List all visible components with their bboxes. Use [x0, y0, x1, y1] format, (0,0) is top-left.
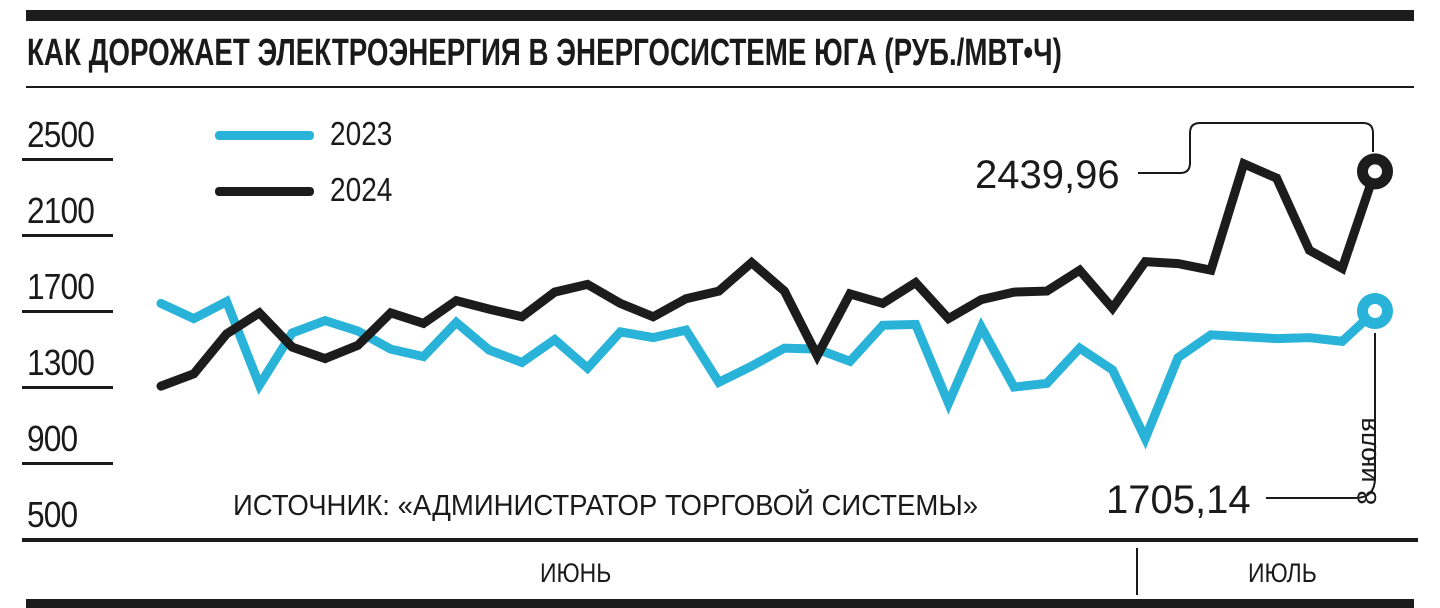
legend-label-2024: 2024: [330, 171, 393, 208]
bottom-rule-bar: [26, 599, 1414, 608]
source-credit: ИСТОЧНИК: «АДМИНИСТРАТОР ТОРГОВОЙ СИСТЕМ…: [233, 490, 979, 522]
y-tick-label: 900: [27, 418, 78, 459]
x-axis-baseline: [22, 538, 1418, 542]
legend-swatch-2024: [215, 187, 314, 196]
x-axis-label-june: ИЮНЬ: [540, 558, 612, 588]
annotation-value-2024: 2439,96: [975, 153, 1120, 197]
legend-swatch-2023: [215, 131, 314, 140]
y-tick-line: [22, 310, 113, 313]
annotation-value-2023: 1705,14: [1106, 478, 1251, 522]
y-tick-label: 1700: [27, 266, 95, 307]
endpoint-marker-2024: [1357, 153, 1393, 190]
y-tick-line: [22, 158, 113, 161]
legend-label-2023: 2023: [330, 115, 393, 152]
callout-line-2024: [1138, 122, 1374, 174]
annotation-date-label: 8 июля: [1352, 417, 1382, 505]
title-underline: [26, 86, 1414, 88]
series-line-2024: [156, 157, 1380, 391]
y-tick-line: [22, 386, 113, 389]
top-rule-bar: [26, 10, 1414, 21]
callout-line-2023: [1266, 333, 1376, 499]
y-tick-label: 500: [27, 494, 78, 535]
x-axis-label-july: ИЮЛЬ: [1248, 558, 1317, 588]
y-tick-label: 1300: [27, 342, 95, 383]
y-tick-line: [22, 234, 113, 237]
endpoint-marker-2023: [1357, 293, 1393, 329]
chart-title: КАК ДОРОЖАЕТ ЭЛЕКТРОЭНЕРГИЯ В ЭНЕРГОСИСТ…: [27, 32, 1062, 74]
month-divider-tick: [1136, 548, 1138, 595]
y-tick-label: 2500: [27, 114, 95, 155]
y-tick-line: [22, 462, 113, 465]
series-line-2023: [156, 295, 1380, 450]
y-tick-label: 2100: [27, 190, 95, 231]
